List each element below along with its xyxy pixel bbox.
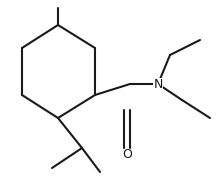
Text: O: O bbox=[122, 149, 132, 161]
Text: N: N bbox=[153, 77, 163, 90]
